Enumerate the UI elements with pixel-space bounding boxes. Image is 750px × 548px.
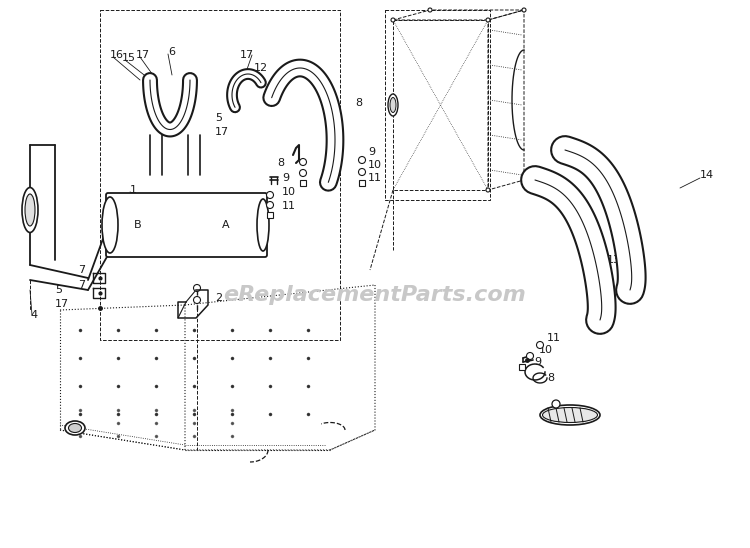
Ellipse shape: [299, 169, 307, 176]
Ellipse shape: [65, 421, 85, 435]
Ellipse shape: [542, 408, 598, 423]
Text: 10: 10: [368, 160, 382, 170]
Text: 5: 5: [215, 113, 222, 123]
Ellipse shape: [358, 157, 365, 163]
Text: 11: 11: [547, 333, 561, 343]
Ellipse shape: [22, 187, 38, 232]
Text: eReplacementParts.com: eReplacementParts.com: [224, 285, 526, 305]
Text: 2: 2: [215, 293, 222, 303]
Text: 15: 15: [122, 53, 136, 63]
Ellipse shape: [266, 191, 274, 198]
Text: 17: 17: [55, 299, 69, 309]
Text: 9: 9: [368, 147, 375, 157]
Ellipse shape: [540, 405, 600, 425]
Ellipse shape: [257, 199, 269, 251]
Text: A: A: [222, 220, 230, 230]
Ellipse shape: [486, 188, 490, 192]
Text: 17: 17: [240, 50, 254, 60]
Bar: [300, 180, 306, 186]
FancyBboxPatch shape: [106, 193, 267, 257]
Ellipse shape: [102, 197, 118, 253]
Text: 11: 11: [282, 201, 296, 211]
Text: 4: 4: [30, 310, 37, 320]
Ellipse shape: [388, 94, 398, 116]
Text: 1: 1: [130, 185, 137, 195]
Text: 13: 13: [607, 255, 621, 265]
Text: 8: 8: [355, 98, 362, 108]
Bar: [359, 180, 365, 186]
Text: 11: 11: [368, 173, 382, 183]
Ellipse shape: [25, 194, 35, 226]
Text: 17: 17: [215, 127, 229, 137]
Ellipse shape: [68, 424, 82, 432]
Text: 16: 16: [110, 50, 124, 60]
Text: 7: 7: [78, 280, 85, 290]
Text: 7: 7: [78, 265, 85, 275]
Text: 8: 8: [277, 158, 284, 168]
Bar: [267, 212, 273, 218]
Ellipse shape: [486, 18, 490, 22]
Ellipse shape: [536, 341, 544, 349]
Ellipse shape: [552, 400, 560, 408]
Ellipse shape: [299, 158, 307, 165]
Ellipse shape: [522, 8, 526, 12]
Text: 8: 8: [547, 373, 554, 383]
Ellipse shape: [526, 352, 533, 359]
Text: 17: 17: [136, 50, 150, 60]
Text: 9: 9: [282, 173, 290, 183]
Ellipse shape: [194, 284, 200, 292]
Ellipse shape: [428, 8, 432, 12]
Text: 14: 14: [700, 170, 714, 180]
Text: 6: 6: [168, 47, 175, 57]
Ellipse shape: [390, 98, 396, 112]
Ellipse shape: [391, 18, 395, 22]
Ellipse shape: [266, 202, 274, 208]
Text: 5: 5: [55, 285, 62, 295]
Text: 9: 9: [534, 357, 542, 367]
Text: B: B: [134, 220, 142, 230]
Bar: [519, 364, 525, 370]
Text: 12: 12: [254, 63, 268, 73]
Text: 10: 10: [282, 187, 296, 197]
Text: 10: 10: [539, 345, 553, 355]
Ellipse shape: [358, 168, 365, 175]
Ellipse shape: [194, 296, 200, 304]
Text: 3: 3: [305, 65, 312, 75]
